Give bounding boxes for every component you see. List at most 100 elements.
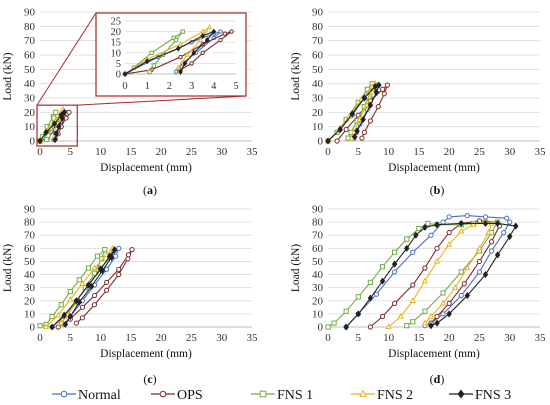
data-point-4-5 bbox=[59, 114, 66, 122]
y-tick-label: 0 bbox=[30, 322, 36, 334]
data-point-1-5 bbox=[434, 245, 440, 251]
data-point-2-7 bbox=[151, 63, 157, 68]
data-point-0-3 bbox=[392, 269, 398, 275]
data-point-1-4 bbox=[422, 265, 428, 271]
data-point-4-19 bbox=[428, 322, 434, 330]
data-point-3-14 bbox=[439, 299, 447, 306]
x-tick-label: 35 bbox=[247, 332, 259, 344]
data-point-4-5 bbox=[204, 37, 210, 44]
y-axis-label: Load (kN) bbox=[2, 52, 14, 100]
data-point-2-0 bbox=[325, 324, 331, 330]
data-point-1-7 bbox=[375, 104, 381, 110]
data-point-4-6 bbox=[111, 246, 118, 254]
legend-marker-icon bbox=[159, 390, 167, 398]
data-point-4-15 bbox=[482, 271, 489, 279]
x-tick-label: 15 bbox=[413, 146, 425, 158]
data-point-3-2 bbox=[67, 295, 74, 302]
data-point-4-7 bbox=[182, 60, 188, 67]
data-point-0-7 bbox=[113, 253, 119, 259]
data-point-4-0 bbox=[49, 323, 55, 331]
data-point-2-1 bbox=[331, 320, 337, 326]
y-tick-label: 90 bbox=[312, 204, 324, 216]
data-point-1-5 bbox=[66, 109, 72, 115]
data-point-4-3 bbox=[200, 32, 206, 39]
legend-label: FNS 3 bbox=[475, 388, 511, 403]
data-point-2-3 bbox=[355, 294, 361, 300]
data-point-2-18 bbox=[440, 290, 446, 296]
data-point-4-4 bbox=[391, 260, 398, 268]
data-point-1-0 bbox=[367, 324, 373, 330]
data-point-4-1 bbox=[144, 58, 150, 65]
x-axis-label: Displacement (mm) bbox=[100, 348, 192, 360]
data-point-3-6 bbox=[184, 51, 190, 57]
data-point-2-4 bbox=[367, 279, 373, 286]
y-tick-label: 90 bbox=[312, 7, 324, 19]
x-tick-label: 30 bbox=[216, 146, 228, 158]
data-point-3-16 bbox=[421, 319, 429, 326]
data-point-3-2 bbox=[177, 41, 184, 47]
y-tick-label: 30 bbox=[312, 93, 324, 105]
data-point-4-8 bbox=[434, 221, 440, 229]
data-point-3-10 bbox=[485, 229, 492, 235]
data-point-4-8 bbox=[52, 136, 58, 144]
data-point-4-1 bbox=[43, 128, 49, 136]
data-point-1-4 bbox=[104, 279, 110, 286]
data-point-4-4 bbox=[61, 108, 67, 116]
data-point-3-5 bbox=[445, 240, 453, 247]
series-line-2 bbox=[327, 221, 499, 328]
data-point-1-6 bbox=[381, 91, 387, 97]
data-point-4-1 bbox=[355, 310, 362, 318]
x-tick-label: 20 bbox=[156, 146, 168, 158]
panel-b: 0 10 20 30 40 50 60 70 80 90 0 5 10 15 20 25 30 35 Displac… bbox=[290, 7, 546, 198]
data-point-2-4 bbox=[180, 29, 185, 34]
x-tick-label: 35 bbox=[247, 146, 259, 158]
data-point-3-3 bbox=[421, 277, 429, 284]
data-point-2-10 bbox=[91, 270, 98, 276]
y-tick-label: 10 bbox=[24, 308, 36, 320]
data-point-1-14 bbox=[446, 300, 452, 306]
data-point-4-8 bbox=[178, 68, 183, 75]
data-point-2-17 bbox=[458, 269, 464, 275]
y-tick-label: 50 bbox=[312, 256, 324, 268]
legend-label: FNS 2 bbox=[377, 388, 413, 403]
data-point-4-6 bbox=[413, 231, 419, 239]
data-point-4-4 bbox=[211, 28, 217, 35]
data-point-1-1 bbox=[379, 313, 386, 320]
data-point-4-9 bbox=[458, 219, 464, 227]
data-point-2-2 bbox=[343, 308, 349, 314]
y-tick-label: 60 bbox=[312, 50, 324, 62]
data-point-4-13 bbox=[506, 232, 513, 241]
data-point-3-7 bbox=[363, 101, 370, 108]
y-tick-label: 10 bbox=[24, 121, 36, 133]
y-tick-label: 60 bbox=[312, 243, 324, 255]
y-tick-label: 40 bbox=[24, 78, 36, 90]
data-point-3-8 bbox=[356, 115, 363, 122]
y-tick-label: 70 bbox=[24, 35, 36, 47]
data-point-1-9 bbox=[116, 271, 122, 278]
x-tick-label: 5 bbox=[68, 146, 74, 158]
data-point-0-4 bbox=[218, 29, 223, 34]
data-point-4-7 bbox=[53, 130, 60, 138]
y-tick-label: 20 bbox=[312, 107, 324, 119]
data-point-4-1 bbox=[61, 311, 67, 319]
x-axis-label: Displacement (mm) bbox=[388, 348, 480, 360]
data-point-3-6 bbox=[369, 88, 376, 95]
legend-label: OPS bbox=[177, 388, 203, 403]
data-point-0-8 bbox=[104, 266, 110, 272]
data-point-4-9 bbox=[354, 127, 360, 135]
legend-item: FNS 2 bbox=[351, 388, 413, 403]
y-tick-label: 60 bbox=[24, 243, 36, 255]
inset-x-tick-label: 2 bbox=[167, 81, 172, 92]
y-tick-label: 50 bbox=[24, 256, 36, 268]
data-point-0-15 bbox=[458, 292, 464, 299]
y-axis-label: Load (kN) bbox=[290, 52, 302, 100]
data-point-3-12 bbox=[464, 264, 471, 271]
data-point-1-10 bbox=[104, 287, 110, 293]
data-point-4-16 bbox=[464, 291, 471, 300]
y-tick-label: 20 bbox=[24, 107, 36, 119]
data-point-4-2 bbox=[51, 120, 58, 128]
x-tick-label: 20 bbox=[444, 146, 456, 158]
